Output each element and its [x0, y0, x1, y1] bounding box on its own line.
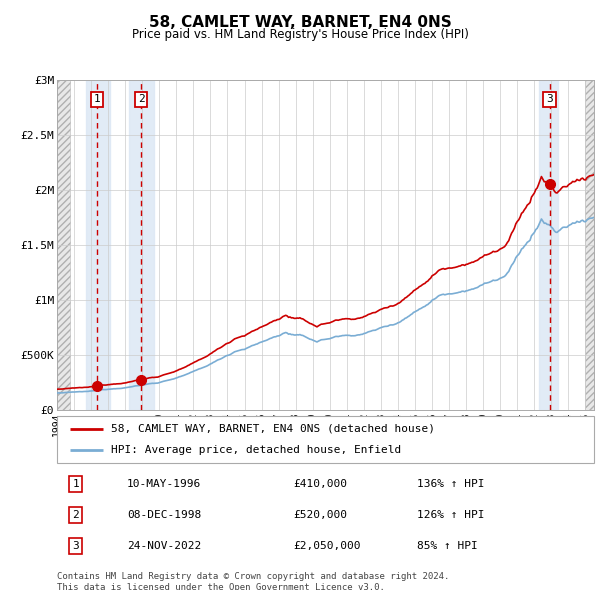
Text: 10-MAY-1996: 10-MAY-1996: [127, 478, 201, 489]
Text: 58, CAMLET WAY, BARNET, EN4 0NS: 58, CAMLET WAY, BARNET, EN4 0NS: [149, 15, 451, 30]
Text: 08-DEC-1998: 08-DEC-1998: [127, 510, 201, 520]
Text: £410,000: £410,000: [293, 478, 347, 489]
Text: 24-NOV-2022: 24-NOV-2022: [127, 541, 201, 551]
Text: 126% ↑ HPI: 126% ↑ HPI: [417, 510, 484, 520]
Bar: [128, 80, 154, 410]
Text: This data is licensed under the Open Government Licence v3.0.: This data is licensed under the Open Gov…: [57, 583, 385, 590]
Bar: [586, 80, 594, 410]
Text: 136% ↑ HPI: 136% ↑ HPI: [417, 478, 484, 489]
Text: 58, CAMLET WAY, BARNET, EN4 0NS (detached house): 58, CAMLET WAY, BARNET, EN4 0NS (detache…: [111, 424, 434, 434]
Bar: [57, 80, 70, 410]
Bar: [57, 80, 70, 410]
Text: £520,000: £520,000: [293, 510, 347, 520]
Text: 85% ↑ HPI: 85% ↑ HPI: [417, 541, 478, 551]
FancyBboxPatch shape: [57, 416, 594, 463]
Bar: [86, 80, 110, 410]
Text: 3: 3: [546, 94, 553, 104]
Text: 3: 3: [73, 541, 79, 551]
Text: HPI: Average price, detached house, Enfield: HPI: Average price, detached house, Enfi…: [111, 445, 401, 455]
Text: Price paid vs. HM Land Registry's House Price Index (HPI): Price paid vs. HM Land Registry's House …: [131, 28, 469, 41]
Text: 1: 1: [94, 94, 101, 104]
Text: 2: 2: [137, 94, 145, 104]
Text: 1: 1: [73, 478, 79, 489]
Bar: [539, 80, 558, 410]
Text: £2,050,000: £2,050,000: [293, 541, 361, 551]
Text: Contains HM Land Registry data © Crown copyright and database right 2024.: Contains HM Land Registry data © Crown c…: [57, 572, 449, 581]
Bar: [586, 80, 594, 410]
Text: 2: 2: [73, 510, 79, 520]
